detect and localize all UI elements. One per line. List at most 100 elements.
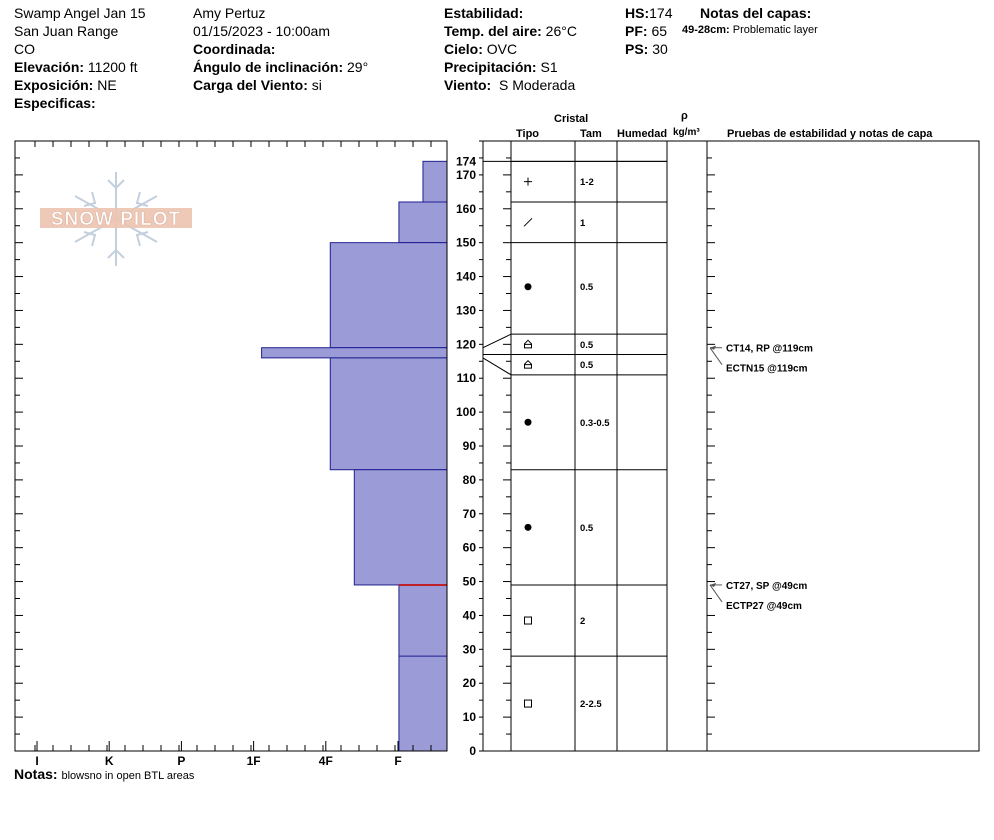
y-tick-label: 0 — [469, 744, 476, 758]
grain-size-7: 2 — [580, 616, 585, 627]
hardness-label-1F: 1F — [247, 754, 261, 768]
layer-boundary-111 — [482, 357, 667, 376]
site-name: Swamp Angel Jan 15 — [14, 5, 146, 21]
hardness-layer-1 — [398, 201, 448, 244]
stability-test-0: CT14, RP @119cm — [726, 344, 813, 355]
logo-text: SNOW PILOT — [51, 209, 181, 230]
windload-value: si — [311, 77, 322, 93]
hardness-label-K: K — [105, 754, 114, 768]
hardness-layer-3 — [261, 347, 448, 359]
grain-size-2: 0.5 — [580, 282, 594, 293]
aspect-label: Exposición: — [14, 77, 94, 93]
precip-row: Precipitación: S1 — [444, 59, 558, 75]
grain-type-0 — [524, 177, 532, 186]
incline-value: 29° — [347, 59, 369, 75]
y-tick-label: 120 — [456, 337, 476, 351]
y-tick-label: 50 — [463, 575, 477, 589]
elevation-value: 11200 ft — [87, 59, 138, 75]
y-tick-label: 40 — [463, 608, 477, 622]
hardness-layer-0 — [422, 160, 448, 203]
tests-header: Pruebas de estabilidad y notas de capa — [727, 128, 933, 140]
wind-row: Viento: S Moderada — [444, 77, 575, 93]
elevation-label: Elevación: — [14, 59, 85, 75]
stability-test-1: ECTN15 @119cm — [726, 364, 808, 375]
hardness-label-I: I — [35, 754, 38, 768]
grain-type-2 — [524, 283, 532, 291]
layer-note-range: 49-28cm: — [682, 24, 730, 36]
grain-type-5 — [524, 418, 532, 426]
range-name: San Juan Range — [14, 23, 119, 39]
ps-value: 30 — [652, 41, 668, 57]
moisture-header: Humedad — [617, 128, 668, 140]
y-tick-label: 70 — [463, 507, 477, 521]
layer-table-frame — [482, 140, 980, 752]
airtemp-label: Temp. del aire: — [444, 23, 542, 39]
elevation-row: Elevación: 11200 ft — [14, 59, 137, 75]
sky-row: Cielo: OVC — [444, 41, 517, 57]
hardness-layer-2 — [329, 242, 448, 349]
layer-boundary-123 — [482, 333, 667, 349]
y-tick-label: 10 — [463, 710, 477, 724]
grain-type-4 — [524, 359, 532, 369]
layer-note-text: Problematic layer — [732, 24, 818, 36]
test-leader-1 — [709, 347, 723, 366]
coordinate-label: Coordinada: — [193, 41, 276, 57]
hardness-layer-5 — [353, 469, 448, 586]
density-header: kg/m³ — [673, 127, 700, 138]
grain-size-3: 0.5 — [580, 340, 594, 351]
grain-size-4: 0.5 — [580, 360, 594, 371]
grain-size-1: 1 — [580, 218, 586, 229]
size-header: Tam — [580, 128, 602, 140]
incline-row: Ángulo de inclinación: 29° — [193, 59, 368, 75]
y-tick-label: 80 — [463, 473, 477, 487]
windload-row: Carga del Viento: si — [193, 77, 322, 93]
crystal-header: Cristal — [554, 113, 589, 125]
observer-name: Amy Pertuz — [193, 5, 266, 21]
aspect-row: Exposición: NE — [14, 77, 117, 93]
y-tick-label: 130 — [456, 303, 476, 317]
ps-label: PS: — [625, 41, 649, 57]
stability-test-2: CT27, SP @49cm — [726, 581, 807, 592]
y-tick-label: 140 — [456, 270, 476, 284]
hs-label: HS: — [625, 5, 650, 21]
stability-label: Estabilidad: — [444, 5, 524, 21]
sky-label: Cielo: — [444, 41, 483, 57]
test-leader-3 — [709, 584, 723, 603]
test-arrow-1 — [710, 345, 716, 350]
notes-row: Notas: blowsno in open BTL areas — [14, 766, 194, 784]
observation-datetime: 01/15/2023 - 10:00am — [193, 23, 330, 39]
snowpilot-logo: SNOW PILOT — [40, 172, 192, 266]
hs-row: HS:174 — [625, 5, 672, 21]
precip-label: Precipitación: — [444, 59, 537, 75]
rho-header: ρ — [681, 110, 688, 122]
grain-size-5: 0.3-0.5 — [580, 418, 610, 429]
grain-size-8: 2-2.5 — [580, 699, 602, 710]
layer-note: 49-28cm: Problematic layer — [682, 24, 818, 37]
y-tick-label: 90 — [463, 439, 477, 453]
state-name: CO — [14, 41, 35, 57]
y-tick-label: 110 — [457, 371, 477, 385]
grain-type-1 — [523, 217, 533, 227]
grain-size-6: 0.5 — [580, 523, 594, 534]
precip-value: S1 — [540, 59, 558, 75]
airtemp-value: 26°C — [545, 23, 577, 39]
grain-type-8 — [524, 699, 532, 708]
wind-value: S Moderada — [498, 77, 576, 93]
hs-value: 174 — [649, 5, 673, 21]
aspect-value: NE — [97, 77, 117, 93]
y-tick-label: 20 — [463, 676, 477, 690]
grain-type-7 — [524, 616, 532, 625]
y-tick-label: 170 — [456, 168, 476, 182]
hardness-label-F: F — [394, 754, 401, 768]
pf-label: PF: — [625, 23, 648, 39]
grain-size-0: 1-2 — [580, 177, 594, 188]
windload-label: Carga del Viento: — [193, 77, 308, 93]
layer-notes-label: Notas del capas: — [700, 5, 812, 21]
hardness-layer-6 — [398, 584, 448, 752]
notes-text: blowsno in open BTL areas — [61, 770, 195, 782]
y-tick-label: 60 — [463, 541, 477, 555]
hardness-layer-4 — [329, 357, 448, 471]
sky-value: OVC — [486, 41, 518, 57]
y-tick-label: 30 — [463, 642, 477, 656]
